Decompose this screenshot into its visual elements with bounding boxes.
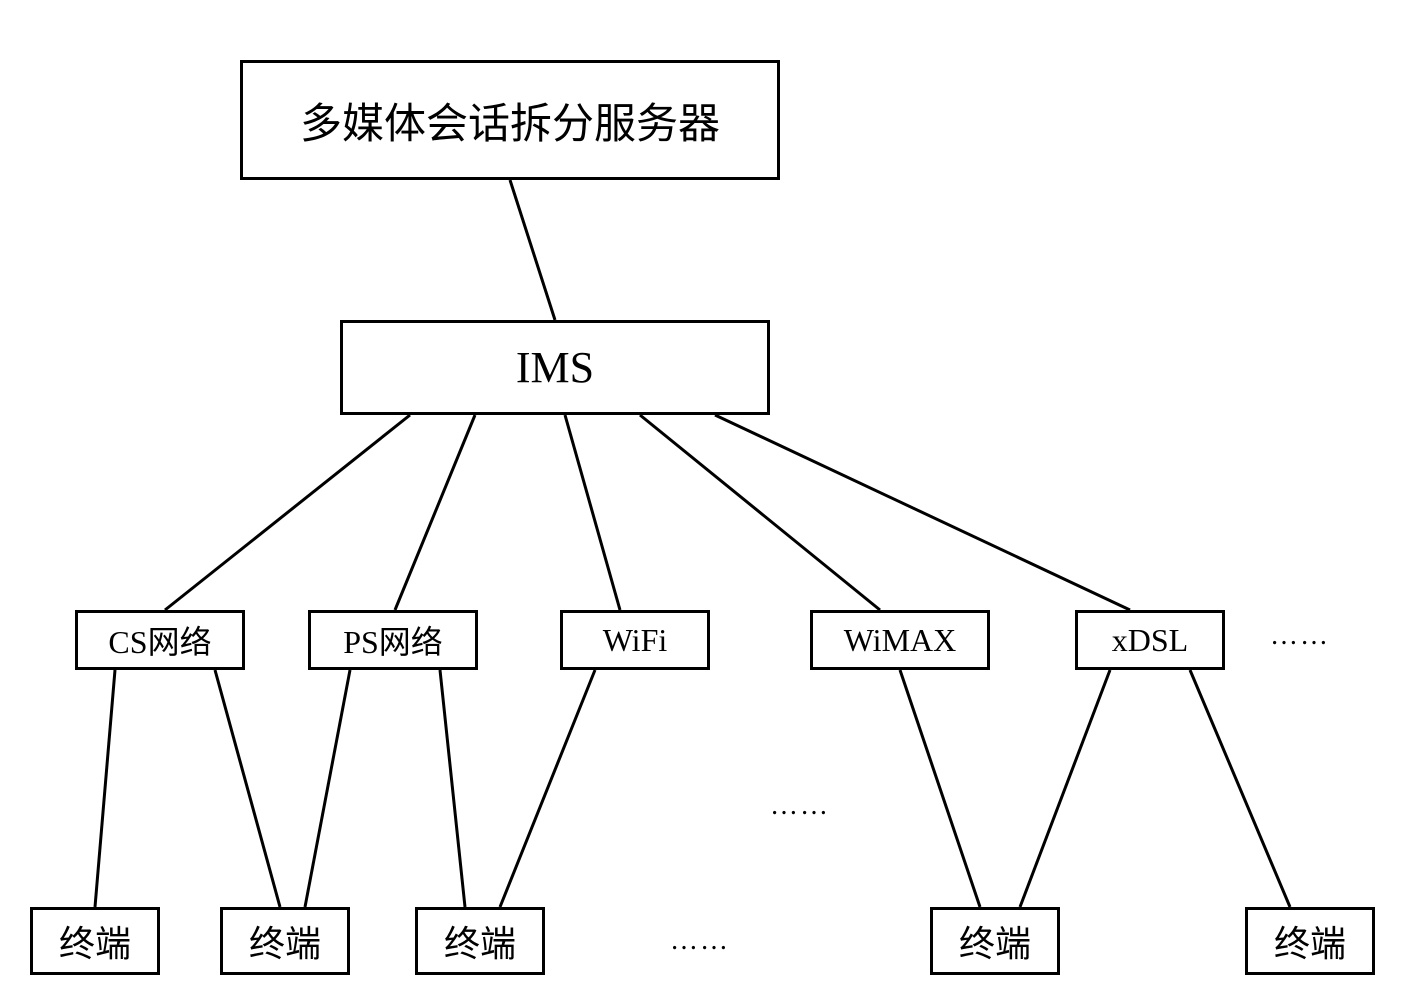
node-t5-label: 终端 <box>1274 915 1346 967</box>
node-terminal-4: 终端 <box>930 907 1060 975</box>
node-cs-label: CS网络 <box>108 617 211 663</box>
node-t2-label: 终端 <box>249 915 321 967</box>
diagram-root: 多媒体会话拆分服务器 IMS CS网络 PS网络 WiFi WiMAX xDSL… <box>0 0 1419 1008</box>
node-t3-label: 终端 <box>444 915 516 967</box>
node-cs-network: CS网络 <box>75 610 245 670</box>
ellipsis-networks: …… <box>1270 620 1330 652</box>
node-terminal-5: 终端 <box>1245 907 1375 975</box>
node-terminal-3: 终端 <box>415 907 545 975</box>
node-terminal-2: 终端 <box>220 907 350 975</box>
node-t1-label: 终端 <box>59 915 131 967</box>
ellipsis-mid: …… <box>770 790 830 822</box>
node-server-label: 多媒体会话拆分服务器 <box>300 90 720 151</box>
ellipsis-terminals: …… <box>670 925 730 957</box>
node-ps-network: PS网络 <box>308 610 478 670</box>
node-t4-label: 终端 <box>959 915 1031 967</box>
node-terminal-1: 终端 <box>30 907 160 975</box>
node-server: 多媒体会话拆分服务器 <box>240 60 780 180</box>
node-ims: IMS <box>340 320 770 415</box>
node-wifi: WiFi <box>560 610 710 670</box>
node-wifi-label: WiFi <box>603 622 668 659</box>
node-xdsl: xDSL <box>1075 610 1225 670</box>
node-ps-label: PS网络 <box>343 617 443 663</box>
node-wimax-label: WiMAX <box>844 622 956 659</box>
node-ims-label: IMS <box>516 342 594 393</box>
node-wimax: WiMAX <box>810 610 990 670</box>
node-xdsl-label: xDSL <box>1112 622 1188 659</box>
